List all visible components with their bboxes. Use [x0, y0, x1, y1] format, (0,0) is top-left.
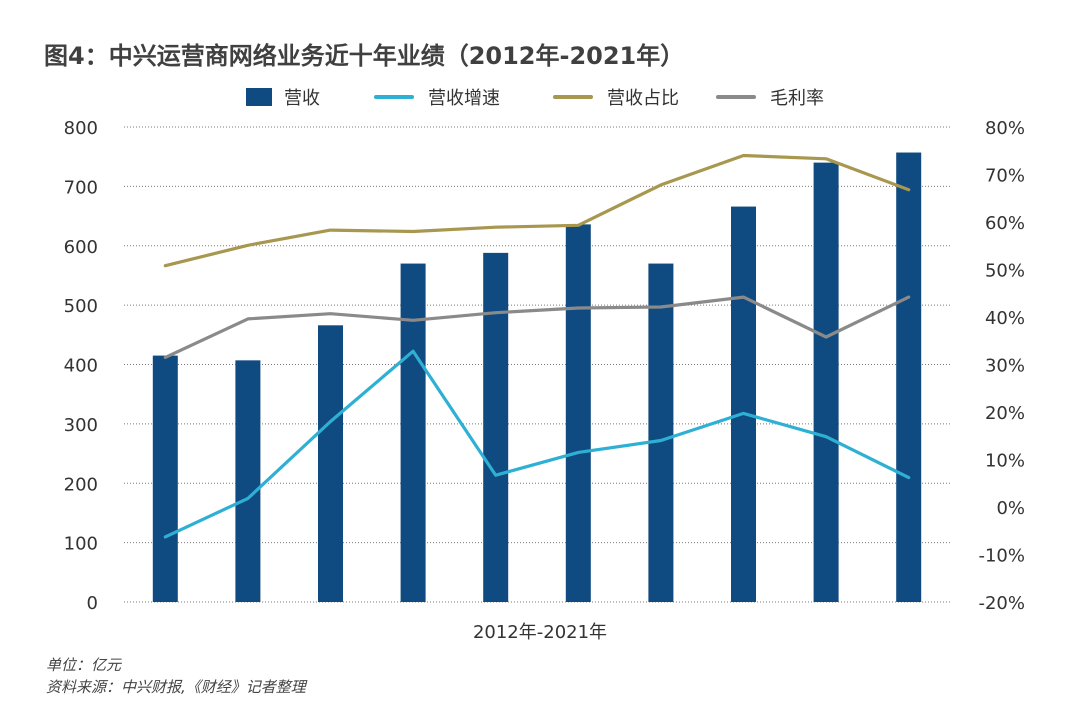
y-right-tick-label: 30%: [985, 356, 1025, 377]
legend-item-share: 营收占比: [553, 84, 679, 110]
y-right-tick-label: 70%: [985, 166, 1025, 187]
y-left-tick-label: 0: [87, 593, 98, 614]
y-right-tick-label: 50%: [985, 261, 1025, 282]
line-growth: [163, 349, 911, 539]
revenue-bars: 2012: 415 2013: 407 2014: 466 2015: 570 2016…: [152, 152, 922, 602]
bar-revenue-2016: 2016: 588: [483, 252, 509, 602]
chart-title: 图4：中兴运营商网络业务近十年业绩（2012年-2021年）: [44, 42, 685, 70]
bar-revenue-2015: 2015: 570: [400, 263, 426, 602]
legend-item-growth: 营收增速: [374, 84, 500, 110]
legend-item-margin: 毛利率: [716, 84, 824, 110]
x-axis-label: 2012年-2021年: [472, 622, 608, 643]
legend-label-revenue: 营收: [284, 88, 320, 109]
legend-swatch-growth: [374, 95, 414, 99]
y-left-tick-label: 200: [64, 474, 98, 495]
y-right-tick-label: 10%: [985, 451, 1025, 472]
bar-revenue-2021: 2021: 757: [896, 152, 922, 602]
legend-swatch-share: [553, 95, 593, 99]
y-right-tick-label: 40%: [985, 308, 1025, 329]
ratio-lines: [163, 153, 911, 539]
legend-swatch-margin: [716, 95, 756, 99]
legend-item-revenue: 营收: [246, 84, 320, 110]
bar-revenue-2012: 2012: 415: [152, 355, 178, 602]
y-right-tick-label: 20%: [985, 403, 1025, 424]
y-axis-left: 0 100 200 300 400 500 600 700 800: [64, 118, 98, 614]
bar-revenue-2019: 2019: 666: [731, 206, 756, 602]
chart-legend: 营收 营收增速 营收占比 毛利率: [0, 84, 1080, 112]
bar-revenue-2018: 2018: 570: [648, 263, 674, 602]
unit-note: 单位：亿元: [46, 656, 122, 674]
legend-label-margin: 毛利率: [770, 88, 824, 109]
bar-revenue-2014: 2014: 466: [318, 325, 343, 602]
y-left-tick-label: 700: [64, 177, 98, 198]
y-left-tick-label: 400: [64, 356, 98, 377]
legend-label-share: 营收占比: [607, 88, 679, 109]
source-note: 资料来源：中兴财报,《财经》记者整理: [46, 678, 306, 696]
legend-swatch-revenue: [246, 88, 272, 106]
y-right-tick-label: 60%: [985, 213, 1025, 234]
y-axis-right: -20% -10% 0% 10% 20% 30% 40% 50% 60% 70% 80%: [978, 118, 1025, 614]
y-left-tick-label: 600: [64, 237, 98, 258]
legend-label-growth: 营收增速: [428, 88, 500, 109]
bar-revenue-2017: 2017: 636: [565, 224, 591, 602]
y-left-tick-label: 800: [64, 118, 98, 139]
bar-revenue-2013: 2013: 407: [235, 360, 261, 602]
y-left-tick-label: 500: [64, 296, 98, 317]
line-share: [163, 153, 911, 268]
y-right-tick-label: -10%: [978, 546, 1025, 567]
y-right-tick-label: -20%: [978, 593, 1025, 614]
y-left-tick-label: 300: [64, 415, 98, 436]
y-right-tick-label: 0%: [996, 498, 1025, 519]
y-right-tick-label: 80%: [985, 118, 1025, 139]
y-left-tick-label: 100: [64, 534, 98, 555]
bar-revenue-2020: 2020: 740: [813, 162, 839, 602]
line-margin: [163, 295, 911, 359]
